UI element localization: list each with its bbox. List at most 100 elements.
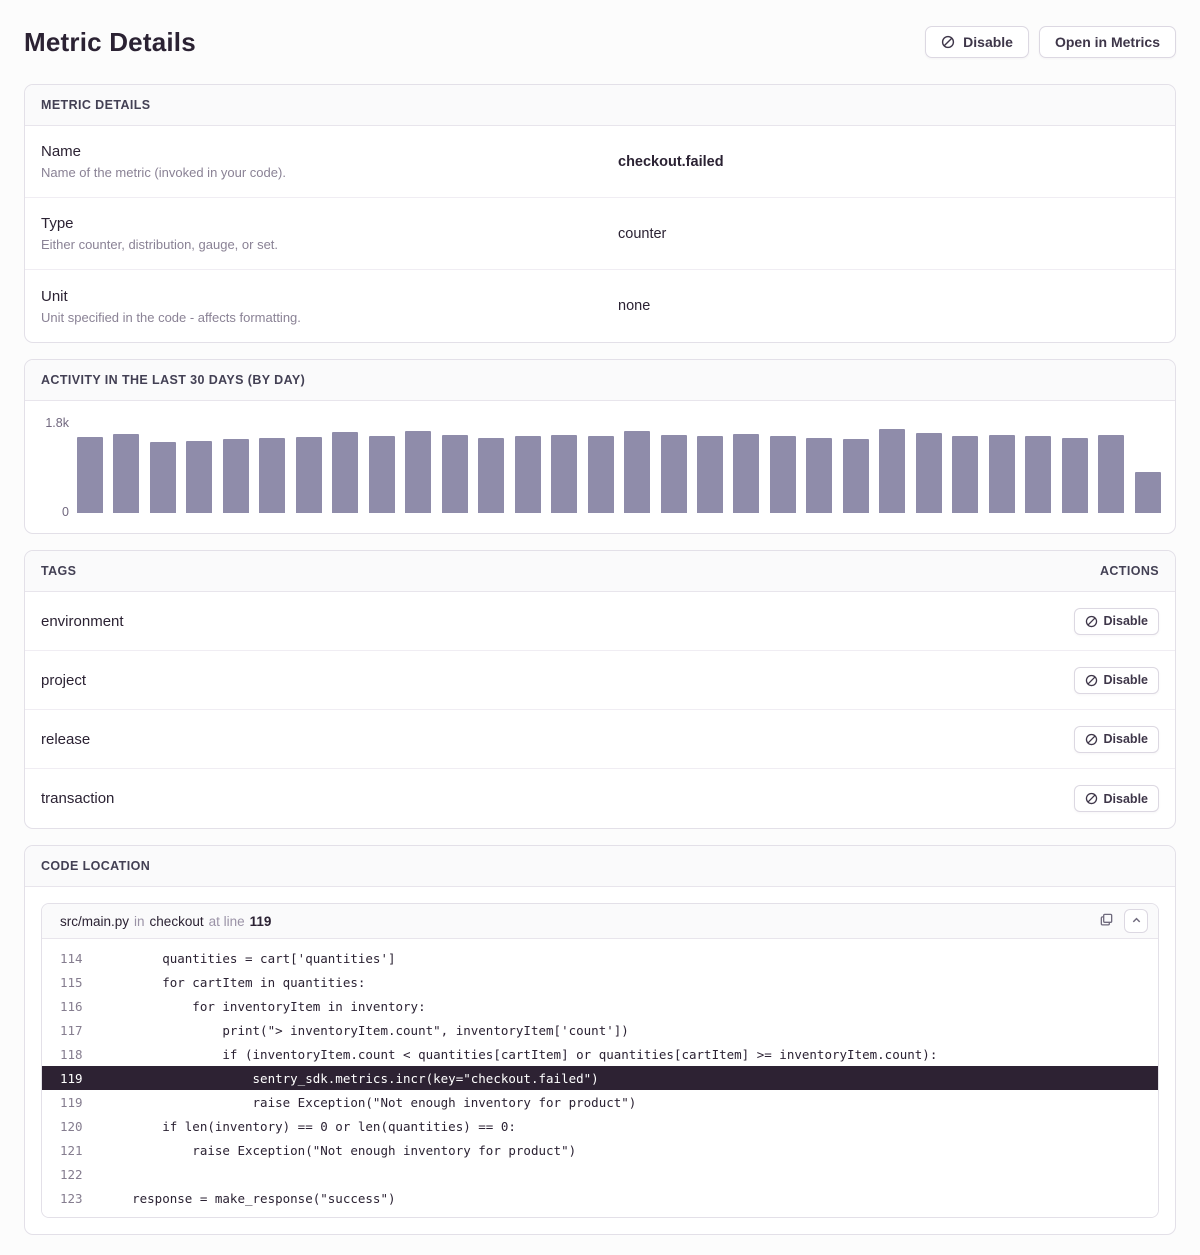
code-line-number: 119 (249, 913, 272, 929)
tag-disable-button[interactable]: Disable (1073, 725, 1159, 753)
disable-button[interactable]: Disable (925, 26, 1029, 58)
disable-icon (1085, 792, 1098, 805)
code-line: 114 quantities = cart['quantities'] (42, 946, 1158, 970)
code-line-number: 119 (60, 1094, 83, 1110)
tags-actions-title: ACTIONS (1099, 564, 1159, 578)
tag-disable-label: Disable (1103, 673, 1148, 687)
code-line-number: 116 (60, 998, 83, 1014)
code-line-text: print("> inventoryItem.count", inventory… (102, 1022, 629, 1038)
metric-row-label-group: Unit Unit specified in the code - affects… (41, 288, 600, 325)
code-line-number: 118 (60, 1046, 83, 1062)
tag-name: transaction (41, 790, 115, 807)
activity-bar (441, 434, 468, 513)
activity-bar (624, 431, 651, 513)
metric-row: Name Name of the metric (invoked in your … (25, 126, 1175, 198)
tags-panel: TAGS ACTIONS environment Disable project Di… (24, 550, 1176, 829)
tag-disable-button[interactable]: Disable (1073, 785, 1159, 812)
code-line: 119 raise Exception("Not enough inventor… (42, 1090, 1158, 1114)
disable-button-label: Disable (963, 34, 1013, 50)
tag-disable-button[interactable]: Disable (1073, 666, 1159, 694)
activity-bar (879, 429, 906, 513)
tag-disable-label: Disable (1103, 614, 1148, 628)
code-line-text: response = make_response("success") (102, 1190, 396, 1206)
code-line: 121 raise Exception("Not enough inventor… (42, 1138, 1158, 1162)
metric-details-header: METRIC DETAILS (25, 85, 1175, 126)
collapse-button[interactable] (1124, 909, 1148, 933)
metric-row-description: Either counter, distribution, gauge, or … (41, 237, 279, 252)
metric-row-label: Unit (41, 287, 68, 305)
code-location-panel: CODE LOCATION src/main.py in checkout at… (24, 845, 1176, 1235)
code-line-text: raise Exception("Not enough inventory fo… (102, 1094, 637, 1110)
disable-icon (1085, 733, 1098, 746)
code-header-actions (1097, 909, 1148, 933)
copy-button[interactable] (1097, 910, 1116, 932)
code-in-word: in (134, 913, 145, 929)
tag-row: project Disable (25, 651, 1175, 710)
code-at-line-words: at line (208, 913, 245, 929)
code-line: 115 for cartItem in quantities: (42, 970, 1158, 994)
code-line-number: 119 (60, 1070, 83, 1086)
code-line: 120 if len(inventory) == 0 or len(quanti… (42, 1114, 1158, 1138)
activity-bar (259, 438, 286, 513)
code-line-number: 123 (60, 1190, 83, 1206)
code-line-number: 121 (60, 1142, 83, 1158)
code-location-title: CODE LOCATION (41, 859, 151, 873)
activity-bar (332, 432, 359, 513)
code-line-text: raise Exception("Not enough inventory fo… (102, 1142, 577, 1158)
y-axis-min-label: 0 (62, 505, 69, 519)
activity-bar (842, 439, 869, 513)
metric-row-value: checkout.failed (618, 153, 724, 170)
metric-row-value: counter (618, 225, 667, 242)
activity-bar (806, 437, 833, 513)
code-lines: 114 quantities = cart['quantities'] 115 f… (42, 939, 1158, 1217)
chart-y-axis: 1.8k 0 (41, 416, 71, 519)
code-line-number: 117 (60, 1022, 83, 1038)
tags-header: TAGS ACTIONS (25, 551, 1175, 592)
tag-disable-label: Disable (1103, 732, 1148, 746)
metric-row-label-group: Name Name of the metric (invoked in your … (41, 143, 600, 180)
activity-header: ACTIVITY IN THE LAST 30 DAYS (BY DAY) (25, 360, 1175, 401)
activity-bar (1025, 436, 1052, 513)
tag-rows: environment Disable project Disable release D… (25, 592, 1175, 828)
code-file-name: src/main.py (60, 913, 130, 929)
code-line-text: quantities = cart['quantities'] (102, 950, 396, 966)
disable-icon (1085, 674, 1098, 687)
code-line: 122 (42, 1162, 1158, 1186)
metric-row-label-group: Type Either counter, distribution, gauge,… (41, 215, 600, 252)
code-line-text: for inventoryItem in inventory: (102, 998, 426, 1014)
metric-row-label: Type (41, 215, 74, 232)
activity-panel: ACTIVITY IN THE LAST 30 DAYS (BY DAY) 1.… (24, 359, 1176, 534)
activity-bar (113, 434, 140, 513)
activity-bar (769, 435, 796, 513)
tag-name: release (41, 730, 91, 748)
code-frame: src/main.py in checkout at line 119 (41, 903, 1159, 1218)
y-axis-max-label: 1.8k (45, 416, 69, 430)
header-actions: Disable Open in Metrics (925, 26, 1176, 58)
code-location-body: src/main.py in checkout at line 119 (25, 887, 1175, 1234)
code-line: 118 if (inventoryItem.count < quantities… (42, 1042, 1158, 1066)
activity-bar (952, 435, 979, 513)
code-frame-header: src/main.py in checkout at line 119 (42, 904, 1158, 939)
open-in-metrics-label: Open in Metrics (1054, 34, 1160, 50)
page-title: Metric Details (24, 26, 196, 57)
activity-bar (149, 441, 176, 513)
code-line: 116 for inventoryItem in inventory: (42, 994, 1158, 1018)
chevron-up-icon (1131, 914, 1142, 929)
code-line-number: 120 (60, 1118, 83, 1134)
code-line-text: if (inventoryItem.count < quantities[car… (102, 1046, 938, 1062)
disable-icon (941, 35, 955, 49)
tag-disable-button[interactable]: Disable (1073, 607, 1159, 635)
metric-row-value: none (618, 298, 651, 314)
activity-bar (368, 435, 395, 513)
activity-bar (405, 430, 432, 513)
open-in-metrics-button[interactable]: Open in Metrics (1038, 26, 1176, 58)
tag-disable-label: Disable (1103, 791, 1148, 806)
activity-bar (1061, 437, 1088, 513)
code-line-number: 114 (60, 950, 83, 966)
activity-bar (660, 435, 687, 513)
activity-bar (915, 433, 942, 513)
tag-name: project (41, 671, 87, 689)
metric-row: Type Either counter, distribution, gauge,… (25, 198, 1175, 270)
metric-details-panel: METRIC DETAILS Name Name of the metric (i… (24, 84, 1176, 343)
page-header: Metric Details Disable Open in Metrics (24, 26, 1176, 58)
